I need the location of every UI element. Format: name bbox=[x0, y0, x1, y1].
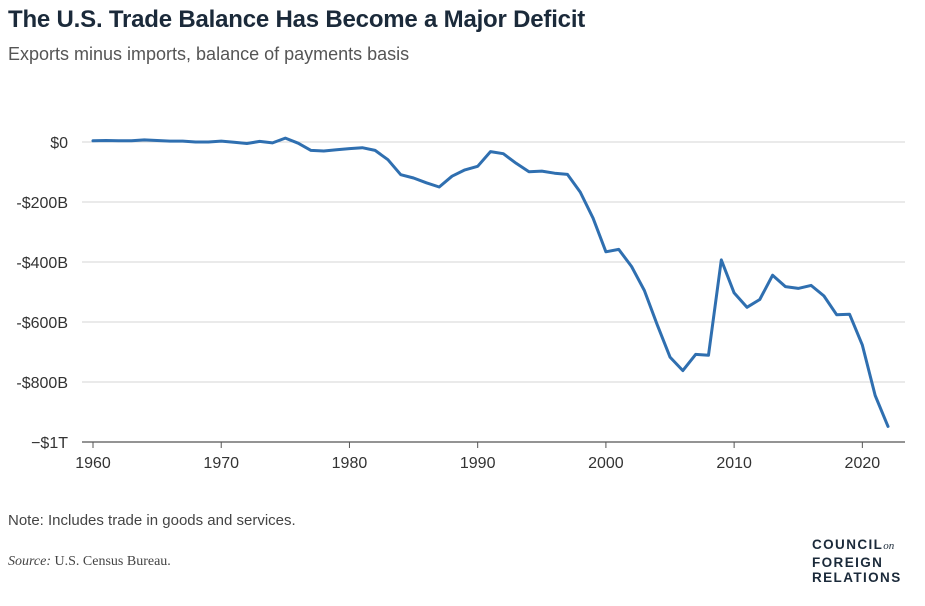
data-point bbox=[399, 173, 402, 176]
data-point bbox=[194, 141, 197, 144]
data-point bbox=[887, 425, 890, 428]
cfr-logo: COUNCILon FOREIGN RELATIONS bbox=[812, 537, 922, 586]
x-tick-label: 1960 bbox=[75, 455, 111, 472]
series-layer bbox=[91, 136, 890, 428]
data-point bbox=[181, 140, 184, 143]
source-label: Source: bbox=[8, 554, 52, 569]
y-tick-label: -$200B bbox=[16, 195, 68, 212]
data-point bbox=[309, 149, 312, 152]
data-point bbox=[707, 354, 710, 357]
y-tick-label: -$800B bbox=[16, 375, 68, 392]
data-point bbox=[733, 291, 736, 294]
x-tick-label: 1990 bbox=[460, 455, 496, 472]
grid-layer bbox=[82, 141, 905, 448]
data-point bbox=[117, 139, 120, 142]
data-point bbox=[579, 191, 582, 194]
data-point bbox=[669, 356, 672, 359]
chart-note: Note: Includes trade in goods and servic… bbox=[8, 512, 296, 529]
data-point bbox=[848, 313, 851, 316]
logo-on: on bbox=[883, 540, 895, 552]
data-point bbox=[425, 181, 428, 184]
y-tick-label: −$1T bbox=[31, 435, 68, 452]
data-point bbox=[233, 141, 236, 144]
data-point bbox=[463, 168, 466, 171]
data-point bbox=[694, 353, 697, 356]
data-point bbox=[592, 217, 595, 220]
data-point bbox=[258, 140, 261, 143]
data-point bbox=[143, 138, 146, 141]
data-point bbox=[861, 344, 864, 347]
chart-source: Source: U.S. Census Bureau. bbox=[8, 554, 171, 570]
x-tick-label: 2010 bbox=[716, 455, 752, 472]
data-point bbox=[348, 147, 351, 150]
data-point bbox=[322, 150, 325, 153]
x-tick-label: 1970 bbox=[203, 455, 239, 472]
data-point bbox=[784, 285, 787, 288]
data-point bbox=[656, 323, 659, 326]
data-point bbox=[874, 394, 877, 397]
data-point bbox=[527, 170, 530, 173]
x-axis-labels: 1960 1970 1980 1990 2000 2010 2020 bbox=[75, 455, 880, 472]
data-point bbox=[168, 140, 171, 143]
y-tick-label: -$400B bbox=[16, 255, 68, 272]
logo-line-foreign: FOREIGN bbox=[812, 554, 884, 570]
data-point bbox=[617, 248, 620, 251]
data-point bbox=[386, 158, 389, 161]
data-point bbox=[438, 186, 441, 189]
data-point bbox=[540, 170, 543, 173]
data-point bbox=[451, 175, 454, 178]
data-point bbox=[156, 139, 159, 142]
data-point bbox=[810, 284, 813, 287]
chart-subtitle: Exports minus imports, balance of paymen… bbox=[8, 44, 410, 64]
series-line-trade-balance bbox=[91, 136, 890, 428]
data-point bbox=[335, 148, 338, 151]
y-tick-label: -$600B bbox=[16, 315, 68, 332]
data-point bbox=[745, 306, 748, 309]
data-point bbox=[104, 139, 107, 142]
data-point bbox=[489, 150, 492, 153]
data-point bbox=[566, 173, 569, 176]
data-point bbox=[720, 258, 723, 261]
x-tick-label: 2020 bbox=[845, 455, 881, 472]
data-point bbox=[758, 298, 761, 301]
data-point bbox=[553, 172, 556, 175]
data-point bbox=[502, 152, 505, 155]
data-point bbox=[245, 142, 248, 145]
y-tick-label: $0 bbox=[50, 135, 68, 152]
logo-line-relations: RELATIONS bbox=[812, 570, 902, 585]
data-point bbox=[220, 140, 223, 143]
data-point bbox=[771, 274, 774, 277]
data-point bbox=[681, 369, 684, 372]
data-point bbox=[643, 289, 646, 292]
data-point bbox=[797, 287, 800, 290]
y-axis-labels: $0 -$200B -$400B -$600B -$800B −$1T bbox=[16, 135, 68, 452]
data-point bbox=[604, 250, 607, 253]
data-point bbox=[630, 265, 633, 268]
data-point bbox=[412, 177, 415, 180]
data-point bbox=[835, 313, 838, 316]
x-tick-label: 2000 bbox=[588, 455, 624, 472]
data-point bbox=[271, 141, 274, 144]
chart-title: The U.S. Trade Balance Has Become a Majo… bbox=[8, 6, 586, 33]
data-point bbox=[822, 294, 825, 297]
data-point bbox=[361, 146, 364, 149]
data-point bbox=[374, 149, 377, 152]
data-point bbox=[207, 141, 210, 144]
source-text: U.S. Census Bureau. bbox=[54, 554, 171, 569]
logo-line-council: COUNCILon bbox=[812, 537, 895, 552]
data-point bbox=[284, 137, 287, 140]
data-point bbox=[515, 162, 518, 165]
x-tick-label: 1980 bbox=[332, 455, 368, 472]
data-point bbox=[476, 165, 479, 168]
data-point bbox=[297, 142, 300, 145]
data-point bbox=[92, 139, 95, 142]
data-point bbox=[130, 139, 133, 142]
